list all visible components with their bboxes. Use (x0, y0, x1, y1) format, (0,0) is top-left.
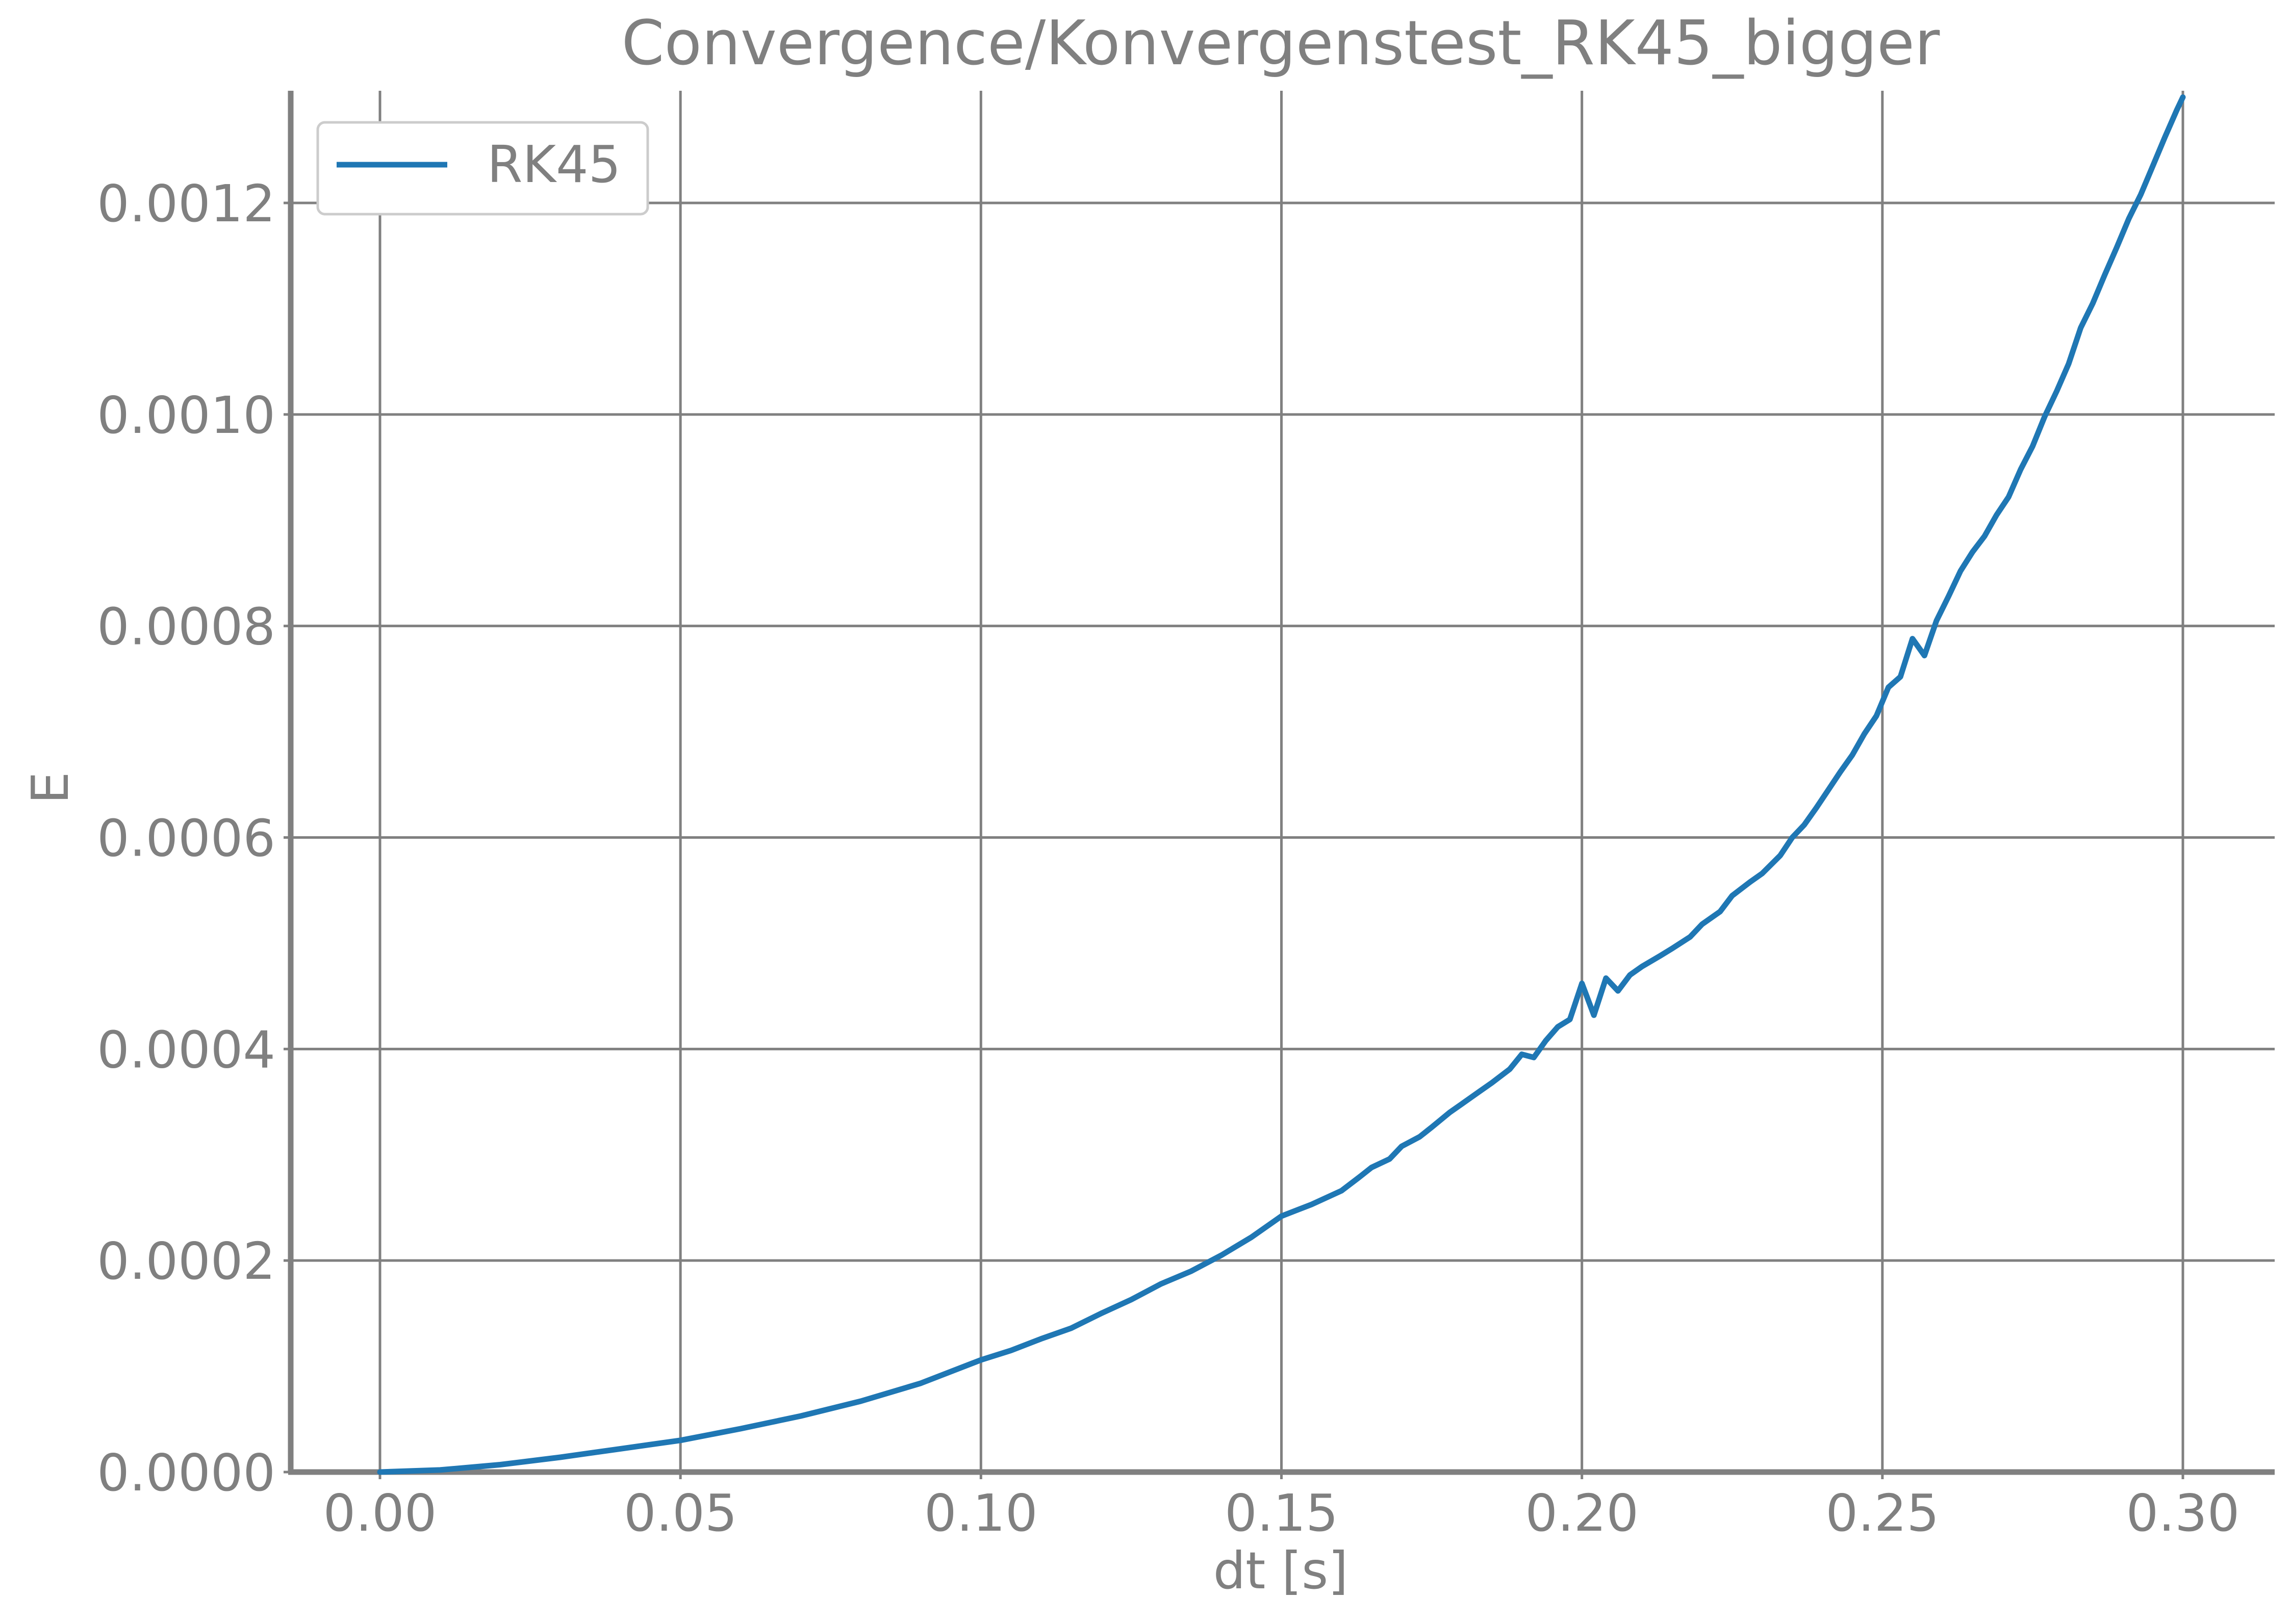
tick-marks (284, 201, 2184, 1479)
y-tick-label: 0.0008 (97, 597, 275, 657)
chart-title: Convergence/Konvergenstest_RK45_bigger (622, 8, 1940, 79)
x-tick-label: 0.15 (1225, 1483, 1338, 1543)
y-axis-label: E (20, 771, 80, 804)
y-tick-label: 0.0006 (97, 809, 275, 868)
legend: RK45 (316, 121, 649, 216)
legend-label: RK45 (487, 135, 621, 194)
legend-box (316, 121, 649, 216)
x-tick-label: 0.00 (323, 1483, 437, 1543)
gridlines (291, 91, 2275, 1472)
y-tick-label: 0.0004 (97, 1020, 275, 1079)
y-tick-labels: 0.0000 0.0002 0.0004 0.0006 0.0008 0.0010 0.00… (97, 174, 275, 1503)
x-tick-label: 0.30 (2126, 1483, 2240, 1543)
x-tick-label: 0.25 (1826, 1483, 1940, 1543)
y-tick-label: 0.0012 (97, 174, 275, 234)
series-line-rk45 (377, 94, 2186, 1475)
x-tick-label: 0.10 (924, 1483, 1038, 1543)
x-axis-label: dt [s] (1213, 1541, 1348, 1601)
y-tick-label: 0.0002 (97, 1231, 275, 1291)
y-tick-label: 0.0000 (97, 1443, 275, 1503)
x-tick-label: 0.20 (1525, 1483, 1639, 1543)
x-tick-labels: 0.00 0.05 0.10 0.15 0.20 0.25 0.30 (323, 1483, 2240, 1543)
x-tick-label: 0.05 (624, 1483, 737, 1543)
y-tick-label: 0.0010 (97, 385, 275, 445)
